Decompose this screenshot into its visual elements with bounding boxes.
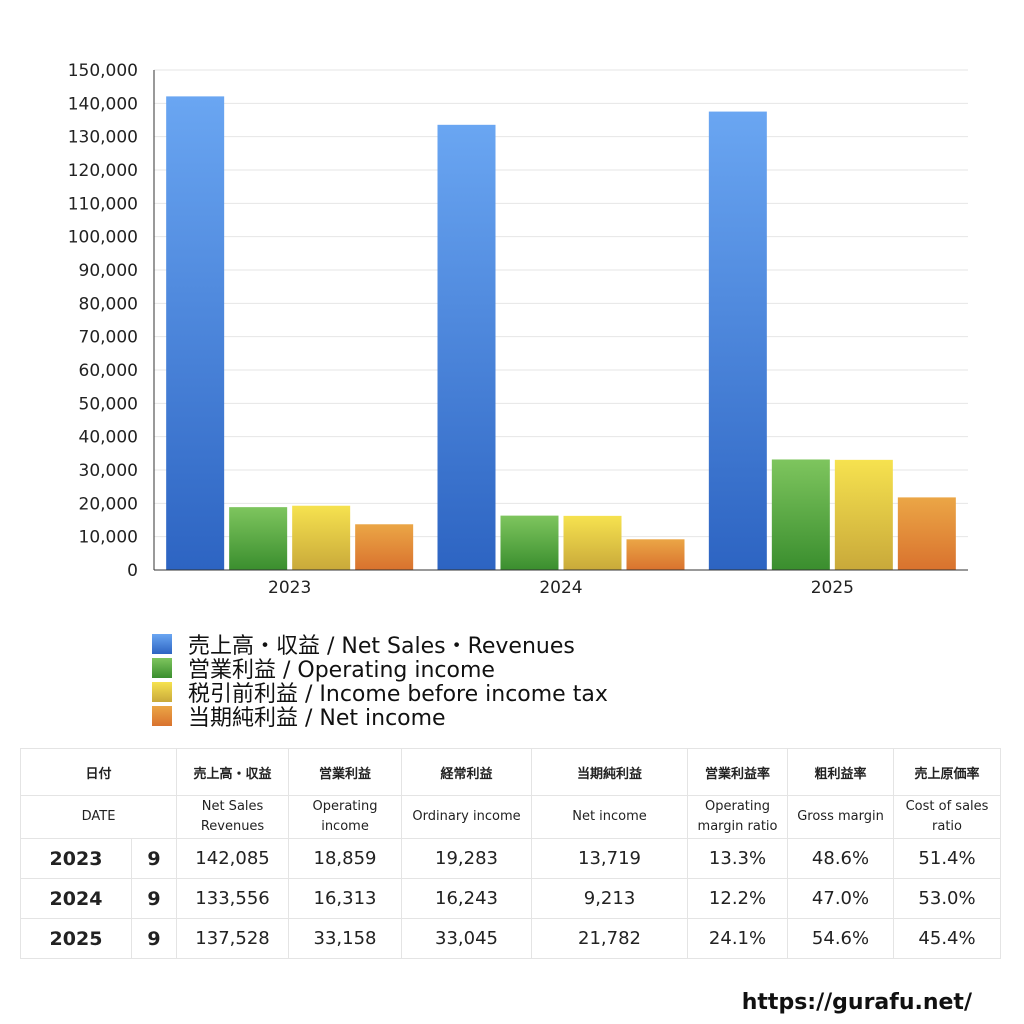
cell-net-sales: 133,556 (176, 878, 290, 919)
header-net-income-jp: 当期純利益 (531, 748, 689, 796)
x-tick-label: 2025 (811, 578, 854, 598)
cell-operating-margin: 24.1% (687, 918, 789, 959)
row-year: 2023 (20, 838, 132, 879)
cell-operating-margin: 13.3% (687, 838, 789, 879)
legend-item-net-income: 当期純利益 / Net income (152, 704, 608, 731)
y-tick-label: 110,000 (68, 194, 138, 214)
cell-net-sales: 137,528 (176, 918, 290, 959)
bars (166, 96, 956, 571)
header-gross-margin-en: Gross margin (787, 795, 895, 839)
legend-swatch-net-sales (152, 634, 172, 654)
table-header-en: DATE Net Sales Revenues Operating income… (19, 795, 1002, 839)
row-month: 9 (130, 878, 178, 919)
header-date-jp: 日付 (19, 748, 178, 796)
cell-cost-of-sales: 51.4% (893, 838, 1002, 879)
bar-chart: 0 10,000 20,000 30,000 40,000 50,000 60,000 70,… (68, 61, 968, 598)
y-tick-label: 20,000 (79, 494, 138, 514)
y-tick-label: 100,000 (68, 228, 138, 248)
axes: 0 10,000 20,000 30,000 40,000 50,000 60,000 70,… (68, 61, 968, 598)
y-tick-label: 10,000 (79, 528, 138, 548)
bar-2023-series-2 (292, 505, 351, 570)
row-month: 9 (130, 918, 178, 959)
header-operating-income-en: Operating income (288, 795, 403, 839)
cell-operating-margin: 12.2% (687, 878, 789, 919)
legend: 売上高・収益 / Net Sales・Revenues 営業利益 / Opera… (152, 632, 608, 731)
y-tick-label: 70,000 (79, 328, 138, 348)
header-net-income-en: Net income (531, 795, 689, 839)
cell-net-income: 9,213 (531, 878, 689, 919)
x-tick-label: 2024 (539, 578, 582, 598)
bar-2024-series-2 (563, 515, 622, 570)
cell-ordinary-income: 16,243 (401, 878, 533, 919)
bar-2024-series-0 (437, 124, 496, 571)
cell-net-income: 13,719 (531, 838, 689, 879)
bar-2025-series-1 (771, 459, 830, 570)
header-operating-margin-en: Operating margin ratio (687, 795, 789, 839)
bar-2025-series-3 (897, 497, 956, 570)
legend-item-operating-income: 営業利益 / Operating income (152, 656, 608, 683)
y-tick-label: 150,000 (68, 61, 138, 81)
cell-gross-margin: 54.6% (787, 918, 895, 959)
bar-2024-series-3 (626, 539, 685, 570)
bar-2023-series-3 (355, 524, 414, 570)
row-month: 9 (130, 838, 178, 879)
y-tick-label: 0 (127, 561, 138, 581)
y-tick-label: 80,000 (79, 294, 138, 314)
header-net-sales-en: Net Sales Revenues (176, 795, 290, 839)
cell-net-income: 21,782 (531, 918, 689, 959)
y-tick-label: 40,000 (79, 428, 138, 448)
table-row: 2025 9 137,528 33,158 33,045 21,782 24.1… (20, 918, 1002, 959)
grid-lines (154, 69, 968, 538)
header-date-en: DATE (19, 795, 178, 839)
table-header-jp: 日付 売上高・収益 営業利益 経常利益 当期純利益 営業利益率 粗利益率 売上原… (19, 748, 1002, 796)
cell-operating-income: 33,158 (288, 918, 403, 959)
header-cost-of-sales-jp: 売上原価率 (893, 748, 1002, 796)
y-tick-label: 140,000 (68, 94, 138, 114)
cell-ordinary-income: 33,045 (401, 918, 533, 959)
cell-gross-margin: 47.0% (787, 878, 895, 919)
bar-2025-series-0 (708, 111, 767, 570)
cell-cost-of-sales: 53.0% (893, 878, 1002, 919)
bar-2023-series-1 (229, 507, 288, 570)
table-row: 2023 9 142,085 18,859 19,283 13,719 13.3… (20, 838, 1002, 879)
y-tick-label: 90,000 (79, 261, 138, 281)
y-tick-label: 130,000 (68, 128, 138, 148)
legend-label: 営業利益 / Operating income (188, 658, 495, 683)
y-tick-label: 120,000 (68, 161, 138, 181)
y-tick-label: 50,000 (79, 394, 138, 414)
cell-gross-margin: 48.6% (787, 838, 895, 879)
legend-swatch-operating-income (152, 658, 172, 678)
legend-item-income-before-tax: 税引前利益 / Income before income tax (152, 680, 608, 707)
x-tick-label: 2023 (268, 578, 311, 598)
cell-cost-of-sales: 45.4% (893, 918, 1002, 959)
header-ordinary-income-en: Ordinary income (401, 795, 533, 839)
header-operating-margin-jp: 営業利益率 (687, 748, 789, 796)
cell-net-sales: 142,085 (176, 838, 290, 879)
legend-label: 税引前利益 / Income before income tax (188, 682, 608, 707)
cell-operating-income: 16,313 (288, 878, 403, 919)
y-tick-label: 30,000 (79, 461, 138, 481)
header-net-sales-jp: 売上高・収益 (176, 748, 290, 796)
financial-table: 日付 売上高・収益 営業利益 経常利益 当期純利益 営業利益率 粗利益率 売上原… (19, 748, 1002, 959)
site-url: https://gurafu.net/ (741, 990, 972, 1015)
legend-swatch-income-before-tax (152, 682, 172, 702)
header-cost-of-sales-en: Cost of sales ratio (893, 795, 1002, 839)
bar-2024-series-1 (500, 515, 559, 570)
y-tick-label: 60,000 (79, 361, 138, 381)
bar-2025-series-2 (834, 459, 893, 570)
legend-label: 当期純利益 / Net income (188, 706, 446, 731)
cell-operating-income: 18,859 (288, 838, 403, 879)
cell-ordinary-income: 19,283 (401, 838, 533, 879)
row-year: 2025 (20, 918, 132, 959)
legend-item-net-sales: 売上高・収益 / Net Sales・Revenues (152, 632, 608, 659)
header-gross-margin-jp: 粗利益率 (787, 748, 895, 796)
bar-2023-series-0 (166, 96, 225, 570)
header-ordinary-income-jp: 経常利益 (401, 748, 533, 796)
table-row: 2024 9 133,556 16,313 16,243 9,213 12.2%… (20, 878, 1002, 919)
row-year: 2024 (20, 878, 132, 919)
legend-label: 売上高・収益 / Net Sales・Revenues (188, 634, 575, 659)
legend-swatch-net-income (152, 706, 172, 726)
header-operating-income-jp: 営業利益 (288, 748, 403, 796)
